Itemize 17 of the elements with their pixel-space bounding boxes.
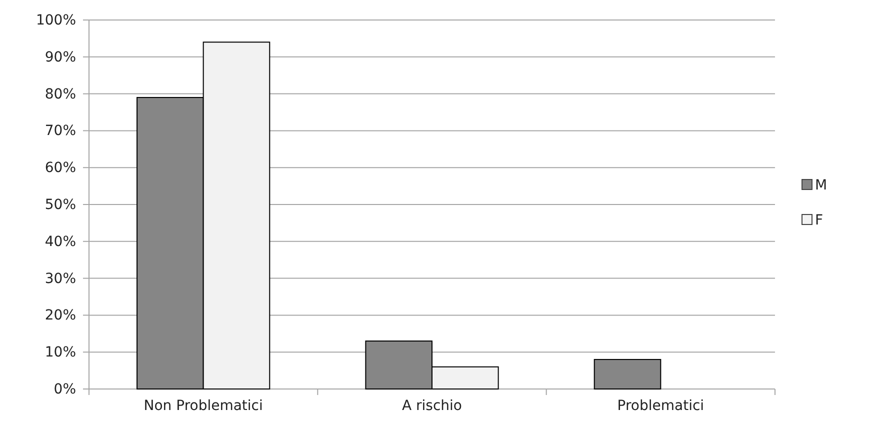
y-tick-label: 50% bbox=[44, 196, 76, 213]
text: F bbox=[815, 212, 824, 228]
y-tick-label: 10% bbox=[44, 344, 76, 361]
y-tick-label: 90% bbox=[44, 49, 76, 66]
x-tick-label: Problematici bbox=[617, 398, 704, 414]
x-tick-label: A rischio bbox=[402, 398, 462, 414]
y-tick-label: 20% bbox=[44, 308, 76, 324]
legend-label: M bbox=[815, 178, 828, 194]
y-tick-label: 60% bbox=[44, 160, 76, 176]
y-tick-label: 0% bbox=[54, 381, 76, 398]
y-tick-label: 80% bbox=[44, 86, 76, 102]
bar bbox=[594, 358, 662, 390]
x-tick-label: Non Problematici bbox=[144, 398, 263, 414]
y-tick-label: 30% bbox=[44, 270, 76, 287]
y-tick-label: 100% bbox=[36, 12, 76, 28]
y-tick-label: 70% bbox=[44, 123, 76, 140]
y-tick-label: 40% bbox=[44, 234, 76, 250]
